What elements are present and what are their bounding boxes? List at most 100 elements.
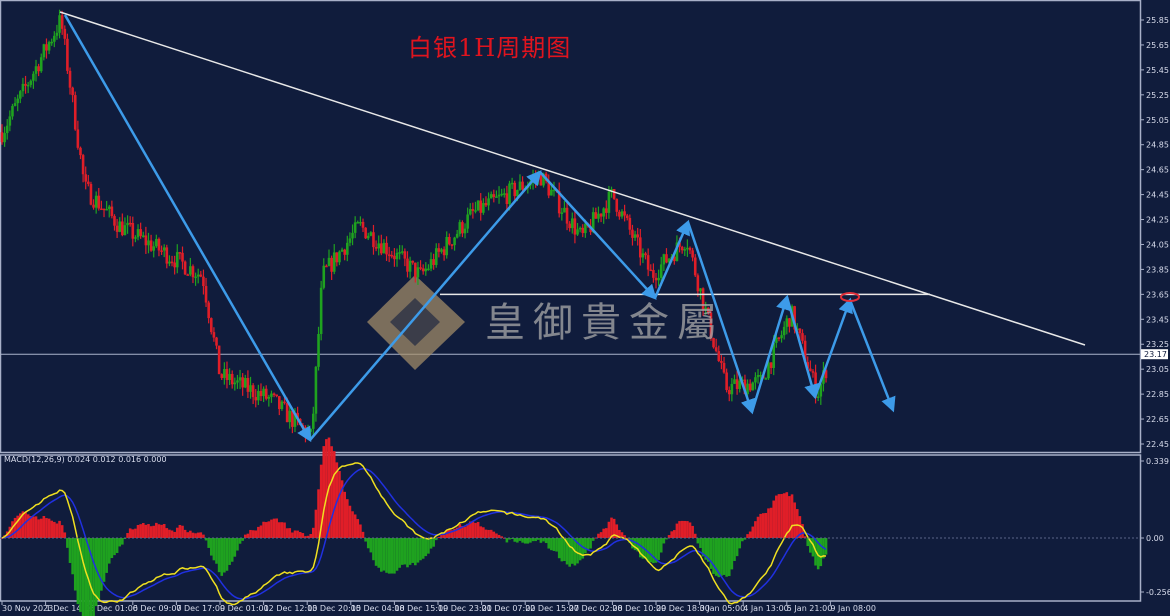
macd-histogram-bar	[709, 538, 713, 569]
macd-histogram-bar	[144, 524, 148, 538]
macd-histogram-bar	[448, 529, 451, 538]
macd-histogram-bar	[526, 538, 530, 544]
candle-body	[217, 345, 221, 375]
macd-histogram-bar	[71, 538, 74, 575]
candle-body	[390, 254, 394, 257]
candle-body	[707, 307, 710, 313]
candle-body	[659, 264, 663, 278]
macd-y-tick-label: 0.339	[1146, 457, 1169, 466]
macd-histogram-bar	[332, 451, 336, 538]
macd-histogram-bar	[236, 538, 239, 551]
candle-body	[657, 277, 660, 281]
y-tick-label: 23.65	[1146, 290, 1169, 299]
candle-body	[241, 377, 244, 388]
candle-body	[353, 222, 357, 233]
candle-body	[743, 379, 747, 395]
macd-histogram-bar	[738, 538, 742, 549]
macd-histogram-bar	[602, 528, 605, 538]
watermark-text: 皇御貴金屬	[485, 300, 725, 346]
y-tick-label: 25.85	[1146, 16, 1169, 25]
candle-body	[55, 32, 59, 36]
candle-body	[39, 57, 43, 72]
macd-histogram-bar	[50, 520, 54, 538]
macd-histogram-bar	[646, 538, 650, 562]
macd-histogram-bar	[699, 538, 702, 548]
candle-body	[369, 232, 373, 236]
candle-body	[398, 252, 401, 254]
candle-body	[505, 193, 509, 204]
candle-body	[816, 396, 820, 399]
macd-histogram-bar	[586, 538, 590, 550]
candle-body	[599, 213, 603, 217]
macd-histogram-bar	[199, 532, 203, 538]
candle-body	[102, 208, 106, 211]
candle-body	[270, 393, 273, 397]
macd-histogram-bar	[594, 537, 598, 539]
macd-histogram-bar	[312, 527, 315, 538]
candle-body	[233, 382, 237, 385]
macd-histogram-bar	[607, 521, 611, 538]
macd-histogram-bar	[591, 538, 595, 541]
x-tick-label: 27 Dec 02:00	[569, 604, 623, 613]
candle-body	[793, 306, 796, 330]
candle-body	[215, 337, 218, 346]
macd-histogram-bar	[555, 538, 558, 552]
candle-body	[157, 238, 161, 251]
candle-body	[557, 191, 561, 214]
candle-body	[735, 379, 739, 389]
macd-histogram-bar	[285, 528, 289, 538]
macd-histogram-bar	[348, 505, 352, 538]
macd-histogram-bar	[400, 538, 404, 565]
y-tick-label: 23.25	[1146, 340, 1169, 349]
candle-body	[563, 207, 566, 213]
macd-histogram-bar	[793, 502, 796, 538]
macd-histogram-bar	[615, 524, 619, 538]
candle-body	[429, 259, 433, 269]
candle-body	[155, 238, 158, 247]
macd-histogram-bar	[513, 538, 517, 542]
x-tick-label: 22 Dec 15:00	[525, 604, 579, 613]
macd-histogram-bar	[806, 538, 810, 547]
candle-body	[66, 38, 69, 71]
macd-histogram-bar	[772, 500, 776, 538]
candle-body	[194, 276, 197, 279]
macd-histogram-bar	[492, 531, 496, 538]
candle-body	[738, 380, 742, 389]
macd-histogram-bar	[277, 522, 281, 538]
candle-body	[361, 221, 365, 228]
candle-body	[403, 251, 407, 259]
candle-body	[406, 258, 409, 272]
macd-histogram-bar	[393, 538, 396, 574]
macd-histogram-bar	[173, 531, 176, 538]
candle-body	[364, 227, 367, 239]
candle-body	[387, 254, 391, 256]
macd-histogram-bar	[408, 538, 412, 565]
macd-histogram-bar	[795, 509, 799, 538]
macd-histogram-bar	[604, 528, 608, 538]
macd-histogram-bar	[94, 538, 98, 607]
candle-body	[754, 377, 757, 383]
macd-histogram-bar	[675, 523, 679, 538]
candle-body	[275, 394, 278, 397]
macd-histogram-bar	[32, 516, 35, 538]
y-tick-label: 25.05	[1146, 116, 1169, 125]
candle-body	[516, 190, 519, 197]
macd-histogram-bar	[461, 525, 464, 538]
candle-body	[636, 234, 639, 238]
candle-body	[693, 257, 697, 276]
candle-body	[678, 242, 681, 247]
macd-histogram-bar	[304, 536, 307, 538]
x-tick-label: 13 Dec 20:00	[307, 604, 361, 613]
macd-histogram-bar	[26, 514, 30, 538]
macd-histogram-bar	[209, 538, 213, 556]
current-price-label: 23.17	[1144, 350, 1167, 359]
candle-body	[798, 328, 802, 334]
macd-histogram-bar	[73, 538, 77, 591]
candle-body	[688, 247, 692, 251]
candle-body	[238, 377, 242, 381]
macd-histogram-bar	[811, 538, 815, 557]
candle-body	[552, 189, 556, 192]
macd-histogram-bar	[416, 538, 420, 563]
candle-body	[100, 208, 103, 211]
